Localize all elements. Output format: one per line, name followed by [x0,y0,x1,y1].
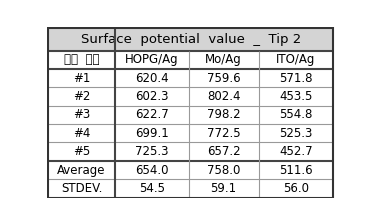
Text: #5: #5 [73,145,90,158]
Text: 798.2: 798.2 [207,108,240,121]
Text: Surface  potential  value  _  Tip 2: Surface potential value _ Tip 2 [80,33,301,46]
Text: 699.1: 699.1 [135,127,169,140]
Text: 525.3: 525.3 [279,127,312,140]
Text: 59.1: 59.1 [211,182,237,195]
Text: 571.8: 571.8 [279,72,313,85]
Bar [48,106,333,124]
Text: Mo/Ag: Mo/Ag [205,53,242,66]
Text: 725.3: 725.3 [135,145,169,158]
Text: 620.4: 620.4 [135,72,169,85]
Text: 54.5: 54.5 [139,182,165,195]
Text: 452.7: 452.7 [279,145,313,158]
Text: 602.3: 602.3 [135,90,169,103]
Text: 511.6: 511.6 [279,163,313,177]
Text: 554.8: 554.8 [279,108,312,121]
Bar [48,142,333,161]
Bar [48,179,333,198]
Bar [48,69,333,87]
Text: 802.4: 802.4 [207,90,240,103]
Text: #2: #2 [73,90,90,103]
Text: 측정  위치: 측정 위치 [64,53,99,66]
Text: 622.7: 622.7 [135,108,169,121]
Text: 772.5: 772.5 [207,127,240,140]
Text: Average: Average [57,163,106,177]
Bar [48,161,333,179]
Text: 654.0: 654.0 [135,163,169,177]
Bar [48,28,333,51]
Bar [48,51,333,69]
Text: 657.2: 657.2 [207,145,240,158]
Text: 758.0: 758.0 [207,163,240,177]
Text: 453.5: 453.5 [279,90,312,103]
Text: #1: #1 [73,72,90,85]
Text: ITO/Ag: ITO/Ag [276,53,316,66]
Text: #3: #3 [73,108,90,121]
Text: 56.0: 56.0 [283,182,309,195]
Text: HOPG/Ag: HOPG/Ag [125,53,179,66]
Bar [48,87,333,106]
Bar [48,124,333,142]
Text: #4: #4 [73,127,90,140]
Text: 759.6: 759.6 [207,72,240,85]
Text: STDEV.: STDEV. [61,182,102,195]
